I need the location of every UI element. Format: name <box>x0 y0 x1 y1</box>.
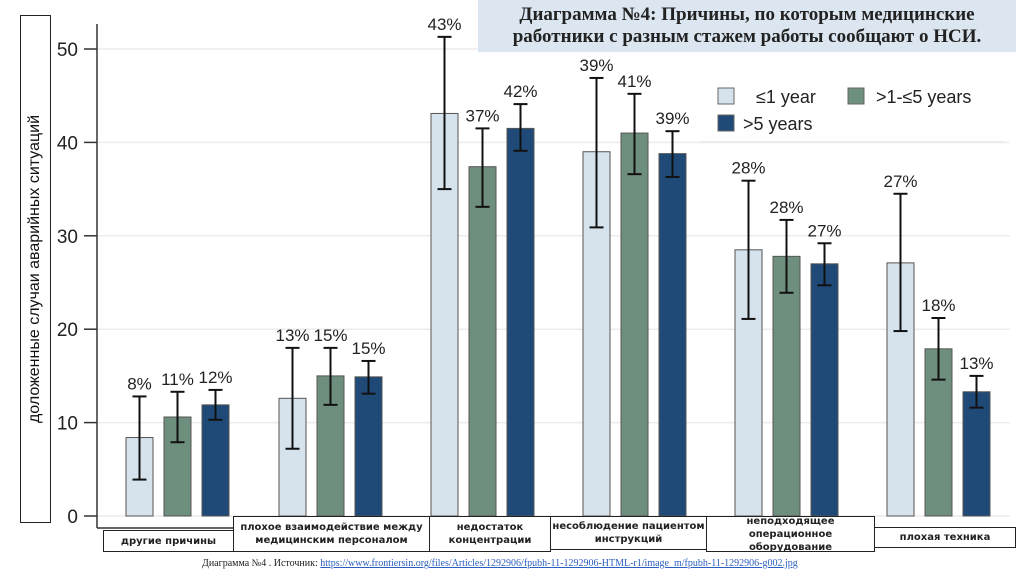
bar <box>962 391 991 517</box>
data-label: 15% <box>313 326 347 345</box>
y-tick-label: 50 <box>57 40 78 61</box>
y-tick-label: 10 <box>57 414 78 435</box>
x-category-text: другие причины <box>120 535 217 547</box>
data-label: 15% <box>351 339 385 358</box>
y-tick-label: 40 <box>57 133 78 154</box>
y-axis: 0 10 20 30 40 50 <box>57 24 430 529</box>
bar <box>658 153 687 517</box>
legend-label: ≤1 year <box>756 87 816 107</box>
data-label: 43% <box>427 15 461 34</box>
source-prefix: Диаграмма №4 . Источник: <box>202 558 321 569</box>
data-label: 41% <box>617 72 651 91</box>
legend-swatch <box>717 114 735 132</box>
y-tick-label: 30 <box>57 227 78 248</box>
legend: ≤1 year >1-≤5 years >5 years <box>700 87 1003 143</box>
y-axis-label-box <box>20 15 51 523</box>
bar <box>201 404 230 517</box>
x-category-text: плохое взаимодействие между медицинским … <box>240 522 423 546</box>
legend-label: >5 years <box>743 114 813 134</box>
data-label: 8% <box>127 374 152 393</box>
y-axis-label: доложенные случаи аварийных ситуаций <box>26 114 43 424</box>
legend-label: >1-≤5 years <box>876 87 971 107</box>
legend-swatch <box>847 87 865 105</box>
chart-title-box: Диаграмма №4: Причины, по которым медици… <box>478 0 1016 52</box>
data-label: 13% <box>275 326 309 345</box>
y-tick-label: 20 <box>57 320 78 341</box>
gridlines <box>98 48 1010 517</box>
x-category-label: неподходящее операционное оборудование <box>706 515 875 553</box>
x-category-text: неподходящее операционное оборудование <box>746 515 835 553</box>
x-category-label: недостаток концентрации <box>429 516 551 552</box>
x-category-label: несоблюдение пациентом инструкций <box>550 516 707 550</box>
data-label: 12% <box>198 368 232 387</box>
bar <box>620 132 649 517</box>
bar <box>354 376 383 517</box>
legend-swatch <box>717 87 735 105</box>
x-category-label: другие причины <box>103 530 234 552</box>
x-category-text: недостаток концентрации <box>448 522 532 546</box>
bar <box>810 263 839 517</box>
data-label: 13% <box>959 354 993 373</box>
data-labels: 8%13%43%39%28%27%11%15%37%41%28%18%12%15… <box>127 15 993 394</box>
data-label: 37% <box>465 106 499 125</box>
data-label: 42% <box>503 82 537 101</box>
data-label: 11% <box>161 370 194 389</box>
chart-title: Диаграмма №4: Причины, по которым медици… <box>512 4 982 47</box>
data-label: 28% <box>769 198 803 217</box>
data-label: 18% <box>921 296 955 315</box>
x-category-label: плохое взаимодействие между медицинским … <box>233 516 430 552</box>
error-bars <box>132 35 984 481</box>
data-label: 39% <box>579 56 613 75</box>
data-label: 39% <box>655 109 689 128</box>
x-category-label: плохая техника <box>874 527 1016 548</box>
data-label: 28% <box>731 159 765 178</box>
bars <box>125 112 991 517</box>
x-category-text: плохая техника <box>899 532 991 543</box>
bar <box>468 166 497 517</box>
x-category-text: несоблюдение пациентом инструкций <box>552 521 705 545</box>
data-label: 27% <box>883 172 917 191</box>
y-tick-label: 0 <box>67 507 78 528</box>
bar <box>506 127 535 517</box>
data-label: 27% <box>807 221 841 240</box>
source-caption: Диаграмма №4 . Источник: https://www.fro… <box>202 558 798 569</box>
bar <box>772 255 801 517</box>
source-link[interactable]: https://www.frontiersin.org/files/Articl… <box>320 558 798 569</box>
